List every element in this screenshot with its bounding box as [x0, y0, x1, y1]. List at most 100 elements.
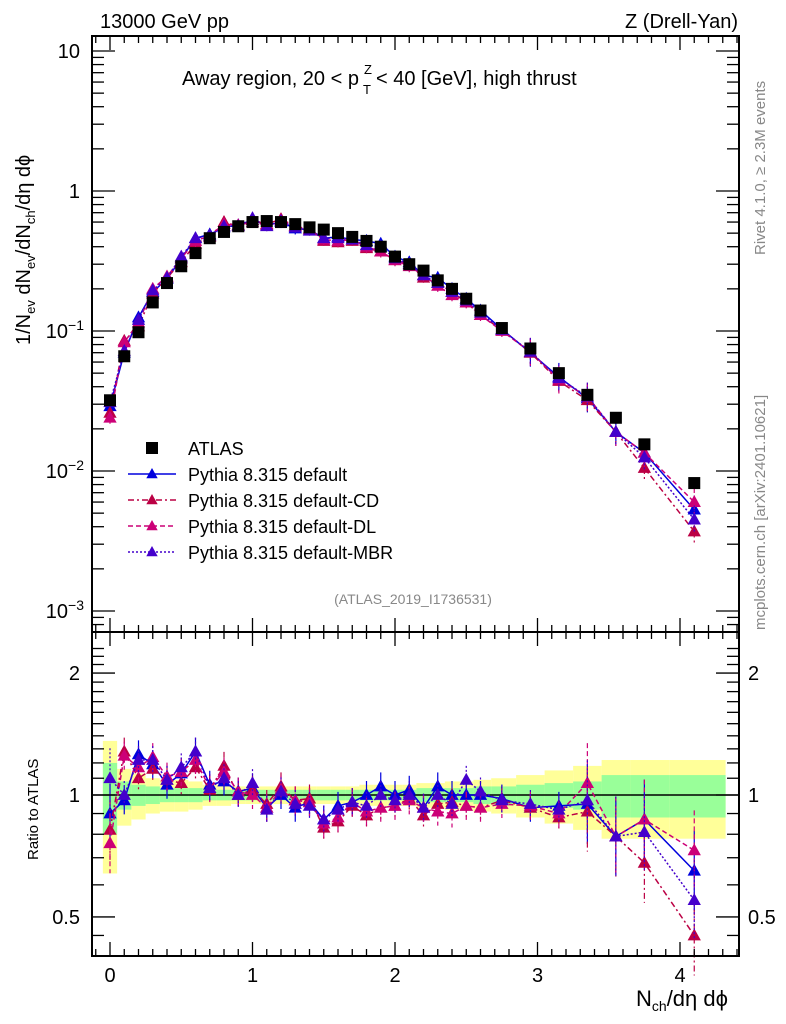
ratio-data-point [431, 788, 445, 800]
legend-item: Pythia 8.315 default-MBR [128, 543, 393, 563]
data-point-triangle [317, 231, 331, 244]
atlas-data-point [524, 342, 537, 355]
data-point-triangle [103, 410, 117, 423]
x-tick-label: 4 [674, 965, 685, 987]
svg-text:Away region, 20 < p: Away region, 20 < p [182, 68, 359, 90]
legend-triangle-marker [146, 546, 158, 557]
plot-title: Away region, 20 < p Z T < 40 [GeV], high… [182, 62, 577, 97]
ratio-series-line-2 [109, 749, 695, 936]
y-tick-label: 10−3 [46, 597, 84, 623]
ratio-data-point [388, 793, 402, 806]
ratio-data-point [160, 772, 174, 785]
legend-label: Pythia 8.315 default-CD [188, 491, 379, 511]
top-right-label: Z (Drell-Yan) [625, 11, 738, 33]
y-axis-label: 1/Nev dNev/dNch/dη dϕ [13, 155, 38, 345]
ratio-data-point [131, 753, 146, 765]
legend: ATLAS Pythia 8.315 default Pythia 8.315 de… [128, 439, 393, 563]
atlas-data-point [609, 411, 622, 424]
ratio-data-point [117, 748, 131, 761]
ratio-data-point [345, 795, 359, 808]
ratio-data-point [459, 798, 473, 811]
legend-label: ATLAS [188, 439, 244, 459]
atlas-data-point [203, 232, 216, 245]
atlas-data-point [317, 223, 330, 236]
data-point-triangle [609, 424, 623, 437]
atlas-data-point [132, 326, 145, 339]
atlas-data-point [638, 438, 651, 451]
atlas-data-point [189, 247, 202, 260]
atlas-data-point [552, 367, 565, 380]
ratio-data-point [687, 843, 701, 856]
atlas-data-point [218, 225, 230, 238]
ratio-inner-band [630, 775, 670, 818]
atlas-data-point [232, 220, 245, 233]
ratio-data-point [416, 800, 431, 813]
side-label-bottom: mcplots.cern.ch [arXiv:2401.10621] [752, 395, 769, 630]
y-tick-label: 10 [58, 41, 80, 63]
legend-triangle-marker [146, 494, 158, 505]
analysis-label: (ATLAS_2019_I1736531) [334, 591, 492, 607]
ratio-inner-band [669, 775, 726, 818]
atlas-data-point [260, 215, 273, 228]
ratio-data-point [687, 893, 701, 906]
atlas-data-point [688, 477, 701, 490]
ratio-data-point [188, 744, 203, 757]
ratio-data-point [459, 772, 473, 785]
atlas-data-point [460, 292, 473, 305]
ratio-data-point [580, 793, 595, 806]
ratio-data-point [359, 788, 374, 800]
svg-text:T: T [363, 82, 371, 97]
series-line-4 [109, 217, 695, 521]
atlas-data-point [403, 258, 416, 271]
atlas-data-point [417, 264, 430, 277]
ratio-data-point [473, 800, 488, 813]
atlas-data-point [246, 216, 259, 229]
atlas-data-point [104, 394, 116, 407]
ratio-data-point [687, 928, 701, 941]
ratio-y-tick-label-right: 2 [748, 663, 759, 685]
ratio-y-axis-label: Ratio to ATLAS [25, 759, 42, 860]
legend-label: Pythia 8.315 default [188, 465, 347, 485]
atlas-data-point [446, 282, 458, 295]
x-tick-label: 0 [104, 965, 115, 987]
atlas-data-point [389, 250, 401, 263]
atlas-data-point [118, 350, 131, 363]
data-point-triangle [637, 461, 652, 473]
ratio-y-tick-label: 2 [69, 663, 80, 685]
data-point-triangle [146, 283, 160, 296]
top-left-label: 13000 GeV pp [100, 11, 229, 33]
atlas-data-point [474, 304, 487, 317]
legend-label: Pythia 8.315 default-MBR [188, 543, 393, 563]
ratio-data-point [317, 812, 331, 825]
ratio-series-layer [103, 737, 701, 976]
atlas-data-point [175, 260, 188, 273]
atlas-data-point [289, 218, 302, 231]
atlas-data-point [431, 274, 444, 287]
svg-text:1/Nev dNev/dNch/dη dϕ: 1/Nev dNev/dNch/dη dϕ [13, 155, 38, 345]
atlas-data-point [161, 277, 173, 290]
atlas-data-point [346, 230, 359, 243]
data-point-triangle [117, 335, 131, 348]
ratio-data-point [445, 797, 459, 809]
atlas-data-point [495, 322, 508, 335]
legend-item: ATLAS [146, 439, 244, 459]
atlas-data-point [275, 216, 287, 229]
y-tick-label: 10−2 [46, 457, 84, 483]
ratio-y-tick-label-right: 1 [748, 785, 759, 807]
data-point-triangle [188, 231, 203, 244]
ratio-data-point [146, 753, 160, 765]
ratio-data-point [217, 764, 231, 777]
ratio-series-line-3 [109, 754, 695, 851]
axes-layer: 0 1 2 3 4 10 1 10−1 10−2 10−3 0.5 0.5 1 1 2 2 [46, 36, 776, 987]
svg-text:Z: Z [364, 62, 372, 77]
ratio-series-line-4 [109, 750, 695, 901]
data-point-triangle [687, 512, 701, 525]
ratio-data-point [245, 776, 260, 788]
y-tick-label: 10−1 [46, 317, 84, 343]
data-point-triangle [174, 249, 188, 262]
ratio-data-point [117, 788, 131, 800]
ratio-data-point [217, 771, 231, 784]
ratio-data-point [473, 784, 488, 797]
svg-text:Nch/dη dϕ: Nch/dη dϕ [636, 986, 728, 1014]
